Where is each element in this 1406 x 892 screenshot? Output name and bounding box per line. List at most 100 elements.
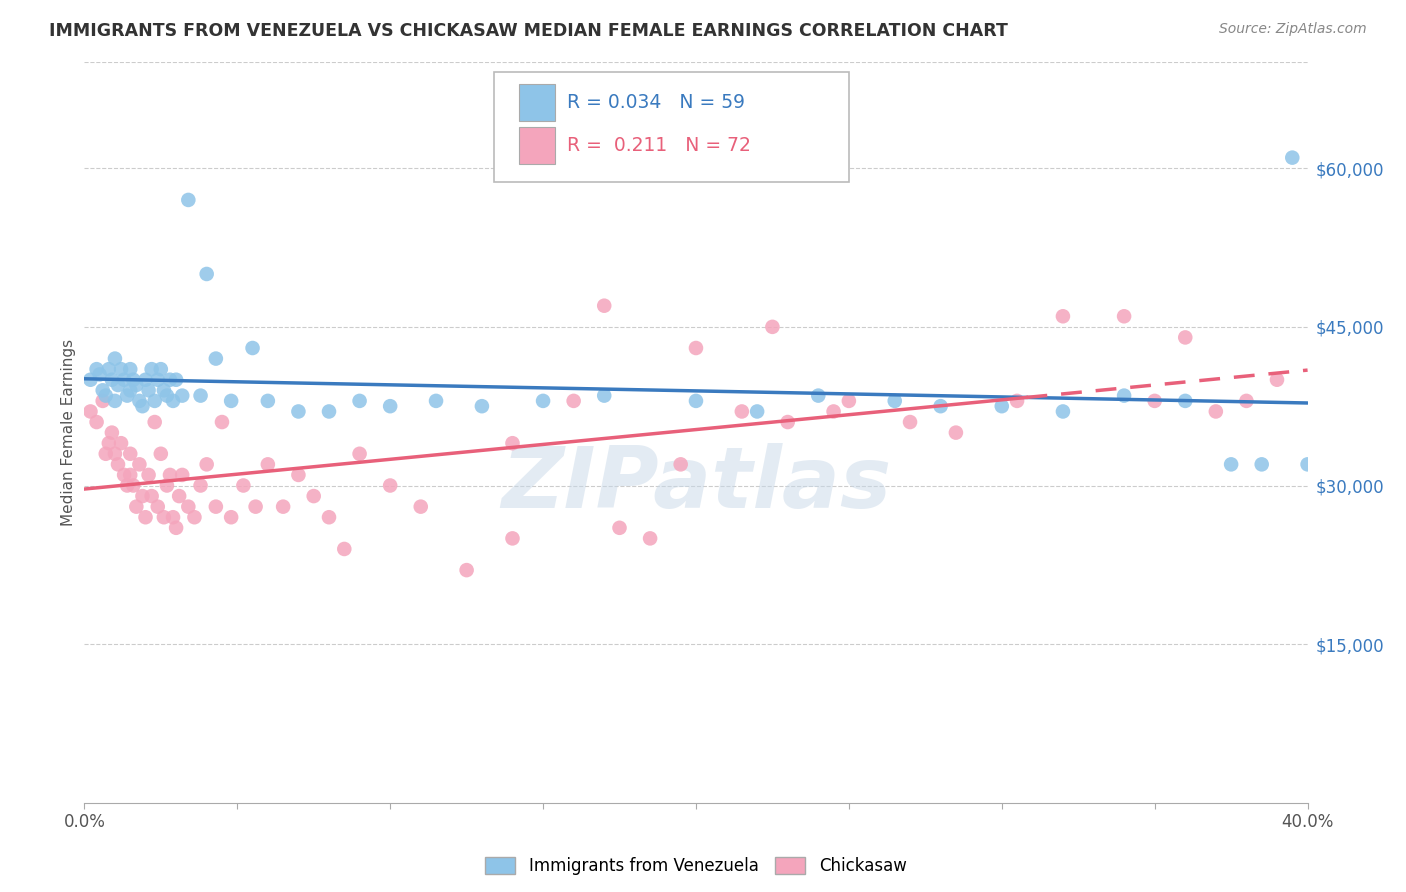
- Point: [125, 500, 148, 514]
- Point: [120, 467, 142, 482]
- Point: [159, 373, 181, 387]
- Point: [761, 319, 783, 334]
- Point: [104, 393, 127, 408]
- Point: [685, 393, 707, 408]
- Point: [110, 362, 132, 376]
- Point: [79, 404, 101, 418]
- Point: [219, 510, 242, 524]
- Point: [471, 399, 494, 413]
- Point: [135, 510, 157, 524]
- Point: [593, 389, 616, 403]
- Point: [79, 373, 101, 387]
- Point: [159, 467, 181, 482]
- Point: [1052, 404, 1074, 418]
- Point: [156, 389, 179, 403]
- Point: [110, 436, 132, 450]
- Y-axis label: Median Female Earnings: Median Female Earnings: [60, 339, 76, 526]
- Point: [349, 447, 371, 461]
- Point: [823, 404, 845, 418]
- Point: [131, 489, 153, 503]
- Point: [609, 521, 631, 535]
- Point: [172, 467, 194, 482]
- Point: [245, 500, 267, 514]
- Point: [112, 373, 135, 387]
- Point: [153, 510, 176, 524]
- Point: [149, 447, 172, 461]
- Point: [205, 500, 228, 514]
- Point: [211, 415, 233, 429]
- Point: [89, 368, 111, 382]
- Point: [115, 389, 138, 403]
- Point: [929, 399, 952, 413]
- Point: [120, 384, 142, 398]
- Point: [125, 378, 148, 392]
- Point: [502, 436, 524, 450]
- Point: [153, 384, 176, 398]
- Point: [146, 500, 169, 514]
- Point: [135, 373, 157, 387]
- Point: [242, 341, 264, 355]
- Point: [143, 393, 166, 408]
- Point: [97, 362, 120, 376]
- Point: [1174, 393, 1197, 408]
- Point: [1281, 151, 1303, 165]
- Point: [991, 399, 1014, 413]
- Point: [141, 489, 163, 503]
- Point: [195, 267, 218, 281]
- Point: [271, 500, 294, 514]
- Point: [807, 389, 830, 403]
- Point: [146, 373, 169, 387]
- Point: [638, 532, 661, 546]
- Point: [120, 362, 142, 376]
- Point: [287, 467, 309, 482]
- Point: [287, 404, 309, 418]
- Point: [162, 393, 184, 408]
- Point: [128, 458, 150, 472]
- Point: [318, 510, 340, 524]
- Point: [776, 415, 799, 429]
- Point: [141, 362, 163, 376]
- Point: [838, 393, 860, 408]
- Point: [425, 393, 447, 408]
- Point: [107, 378, 129, 392]
- Point: [104, 351, 127, 366]
- Text: ZIPatlas: ZIPatlas: [501, 443, 891, 526]
- Point: [122, 373, 145, 387]
- Point: [190, 478, 212, 492]
- Point: [1143, 393, 1166, 408]
- Point: [107, 458, 129, 472]
- Point: [177, 193, 200, 207]
- Point: [101, 373, 124, 387]
- Point: [1220, 458, 1243, 472]
- Text: Source: ZipAtlas.com: Source: ZipAtlas.com: [1219, 22, 1367, 37]
- Point: [219, 393, 242, 408]
- Point: [112, 467, 135, 482]
- Text: R =  0.211   N = 72: R = 0.211 N = 72: [567, 136, 751, 155]
- Point: [86, 415, 108, 429]
- Point: [190, 389, 212, 403]
- Point: [945, 425, 967, 440]
- Point: [531, 393, 554, 408]
- Point: [257, 458, 280, 472]
- Point: [177, 500, 200, 514]
- Point: [593, 299, 616, 313]
- Point: [149, 362, 172, 376]
- Point: [172, 389, 194, 403]
- Point: [91, 384, 114, 398]
- Point: [1236, 393, 1258, 408]
- Point: [1296, 458, 1319, 472]
- Point: [115, 478, 138, 492]
- Point: [167, 489, 190, 503]
- Point: [883, 393, 905, 408]
- Point: [456, 563, 478, 577]
- Point: [1265, 373, 1288, 387]
- Point: [195, 458, 218, 472]
- Point: [1114, 389, 1136, 403]
- Point: [165, 373, 187, 387]
- Point: [562, 393, 585, 408]
- Point: [1114, 310, 1136, 324]
- Point: [162, 510, 184, 524]
- Point: [898, 415, 921, 429]
- Point: [156, 478, 179, 492]
- Point: [669, 458, 692, 472]
